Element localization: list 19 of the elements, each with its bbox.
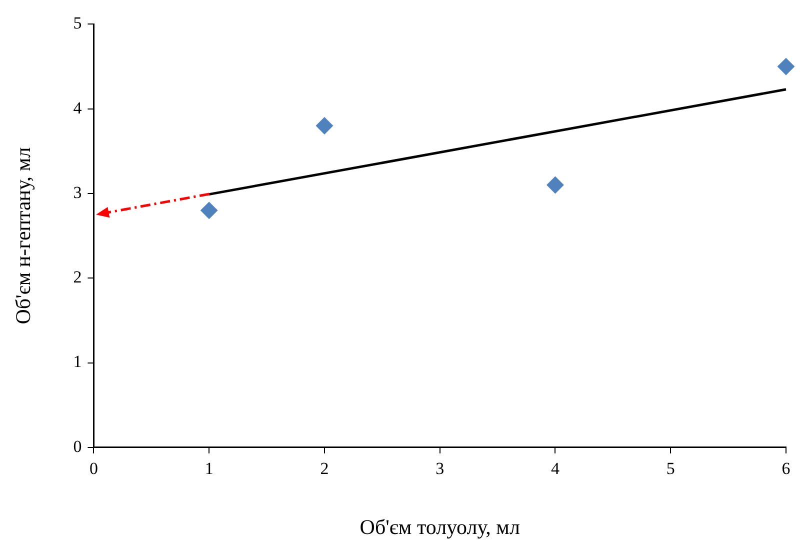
y-tick-label: 2 [73,268,82,287]
y-tick-label: 4 [73,98,82,118]
y-tick-label: 3 [73,182,82,202]
point [778,58,794,76]
x-tick-label: 6 [782,459,790,478]
x-tick-label: 3 [436,459,444,478]
x-tick-label: 4 [550,459,560,478]
x-tick-label: 5 [666,459,675,478]
x-tick-label: 1 [204,459,214,478]
y-tick-label: 1 [73,352,82,372]
y-tick-label: 0 [73,436,82,456]
x-tick-label: 2 [320,459,329,478]
y-tick-label: 5 [73,14,82,33]
x-tick-label: 0 [89,459,98,478]
point [200,202,218,219]
point [546,176,564,194]
point [316,117,333,134]
y-axis-title: Об'єм н-гептану, мл [11,147,36,324]
x-axis-title: Об'єм толуолу, мл [360,514,520,539]
